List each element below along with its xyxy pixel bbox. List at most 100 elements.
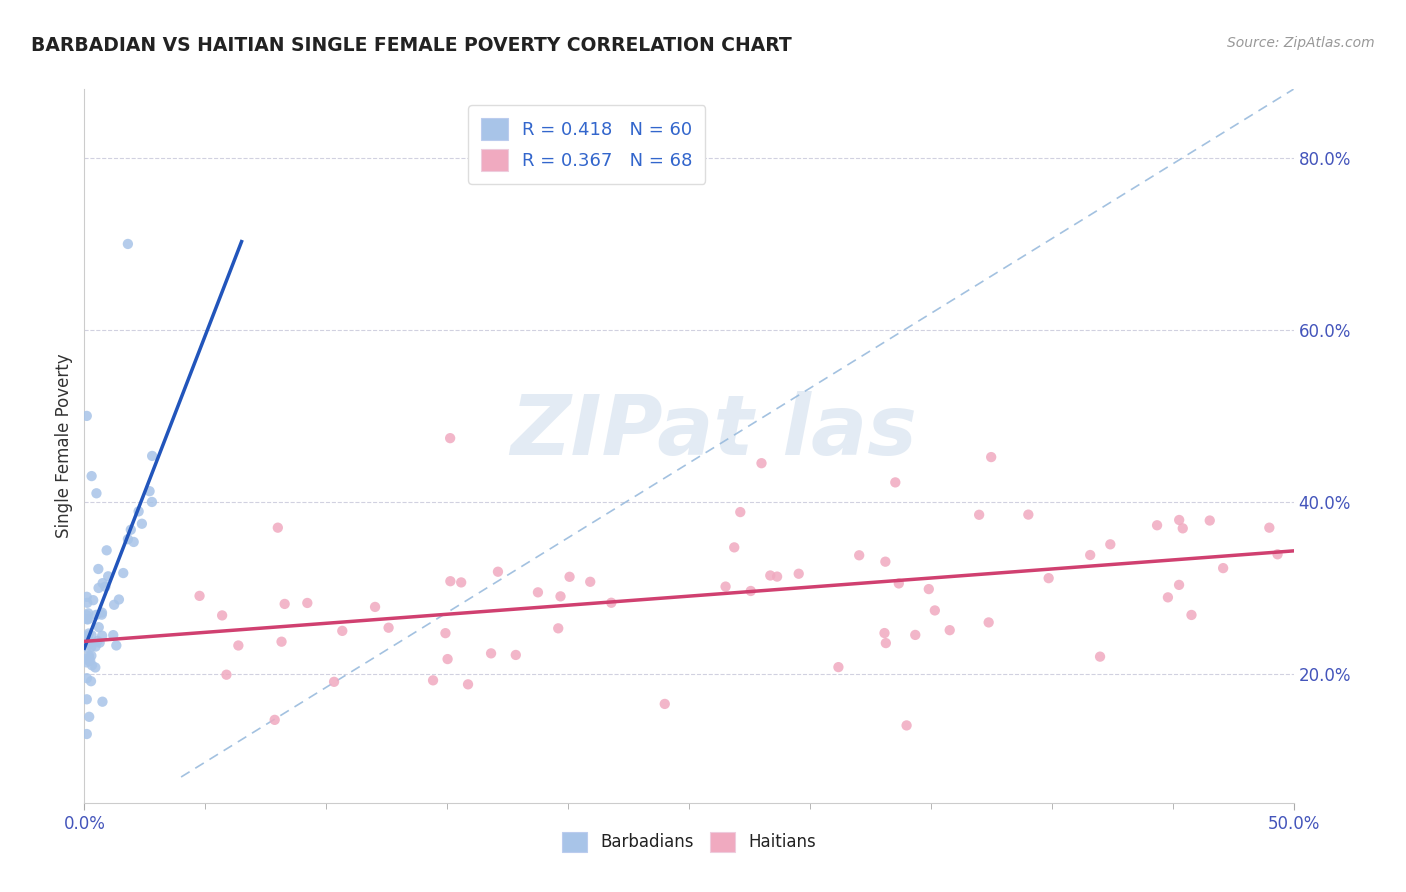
Point bbox=[80, 658, 103, 673]
Point bbox=[76, 640, 98, 655]
Point bbox=[211, 608, 233, 623]
Point bbox=[1017, 508, 1039, 522]
Point bbox=[1038, 571, 1060, 585]
Point bbox=[76, 596, 98, 610]
Point bbox=[938, 623, 960, 637]
Point bbox=[714, 580, 737, 594]
Point bbox=[80, 674, 103, 689]
Point bbox=[1180, 607, 1202, 622]
Point bbox=[267, 521, 290, 535]
Point bbox=[77, 629, 100, 643]
Point bbox=[131, 516, 153, 531]
Point bbox=[77, 654, 100, 668]
Point bbox=[723, 541, 745, 555]
Point bbox=[751, 456, 773, 470]
Point bbox=[422, 673, 444, 688]
Point bbox=[759, 568, 782, 582]
Point bbox=[76, 671, 98, 685]
Point bbox=[875, 555, 897, 569]
Point bbox=[76, 632, 98, 646]
Point bbox=[215, 667, 238, 681]
Point bbox=[827, 660, 849, 674]
Point bbox=[87, 620, 110, 634]
Point bbox=[884, 475, 907, 490]
Point bbox=[918, 582, 941, 596]
Point bbox=[87, 562, 110, 576]
Point bbox=[112, 566, 135, 580]
Point bbox=[330, 624, 353, 638]
Point bbox=[76, 608, 98, 623]
Point bbox=[80, 635, 103, 649]
Point bbox=[273, 597, 295, 611]
Point bbox=[1168, 513, 1191, 527]
Point bbox=[550, 590, 572, 604]
Text: Source: ZipAtlas.com: Source: ZipAtlas.com bbox=[1227, 36, 1375, 50]
Point bbox=[141, 495, 163, 509]
Point bbox=[848, 549, 870, 563]
Point bbox=[439, 431, 461, 445]
Point bbox=[1146, 518, 1168, 533]
Point bbox=[1099, 537, 1122, 551]
Point bbox=[122, 535, 145, 549]
Point bbox=[505, 648, 527, 662]
Point bbox=[105, 639, 128, 653]
Point bbox=[77, 626, 100, 640]
Point bbox=[873, 626, 896, 640]
Point bbox=[138, 484, 160, 499]
Point bbox=[479, 646, 502, 660]
Point bbox=[84, 660, 107, 674]
Point bbox=[76, 632, 98, 647]
Point bbox=[904, 628, 927, 642]
Point bbox=[77, 648, 100, 663]
Point bbox=[103, 598, 125, 612]
Point bbox=[87, 581, 110, 595]
Point bbox=[76, 590, 98, 604]
Point bbox=[1168, 578, 1191, 592]
Point bbox=[76, 727, 98, 741]
Text: ZIPat las: ZIPat las bbox=[510, 392, 917, 472]
Point bbox=[527, 585, 550, 599]
Point bbox=[117, 533, 139, 547]
Point bbox=[80, 640, 103, 654]
Point bbox=[103, 628, 125, 642]
Point bbox=[547, 621, 569, 635]
Point bbox=[924, 603, 946, 617]
Point bbox=[654, 697, 676, 711]
Point bbox=[76, 692, 98, 706]
Point bbox=[141, 449, 163, 463]
Point bbox=[766, 569, 789, 583]
Point bbox=[740, 584, 762, 599]
Point bbox=[1157, 591, 1180, 605]
Point bbox=[263, 713, 285, 727]
Point bbox=[80, 648, 103, 663]
Point bbox=[89, 636, 111, 650]
Point bbox=[450, 575, 472, 590]
Point bbox=[579, 574, 602, 589]
Point bbox=[86, 486, 108, 500]
Point bbox=[1078, 548, 1101, 562]
Point bbox=[108, 592, 131, 607]
Point bbox=[76, 612, 98, 626]
Point bbox=[84, 607, 107, 622]
Point bbox=[1267, 547, 1289, 561]
Point bbox=[436, 652, 458, 666]
Point bbox=[457, 677, 479, 691]
Point bbox=[896, 718, 918, 732]
Point bbox=[84, 640, 107, 654]
Point bbox=[600, 596, 623, 610]
Point bbox=[82, 593, 104, 607]
Point bbox=[188, 589, 211, 603]
Text: BARBADIAN VS HAITIAN SINGLE FEMALE POVERTY CORRELATION CHART: BARBADIAN VS HAITIAN SINGLE FEMALE POVER… bbox=[31, 36, 792, 54]
Point bbox=[967, 508, 990, 522]
Point bbox=[434, 626, 457, 640]
Point bbox=[76, 656, 98, 670]
Point bbox=[1198, 514, 1220, 528]
Point bbox=[128, 504, 150, 518]
Legend: Barbadians, Haitians: Barbadians, Haitians bbox=[555, 825, 823, 859]
Point bbox=[120, 523, 142, 537]
Point bbox=[1171, 521, 1194, 535]
Point bbox=[91, 606, 114, 620]
Point bbox=[270, 634, 292, 648]
Point bbox=[558, 570, 581, 584]
Point bbox=[228, 639, 250, 653]
